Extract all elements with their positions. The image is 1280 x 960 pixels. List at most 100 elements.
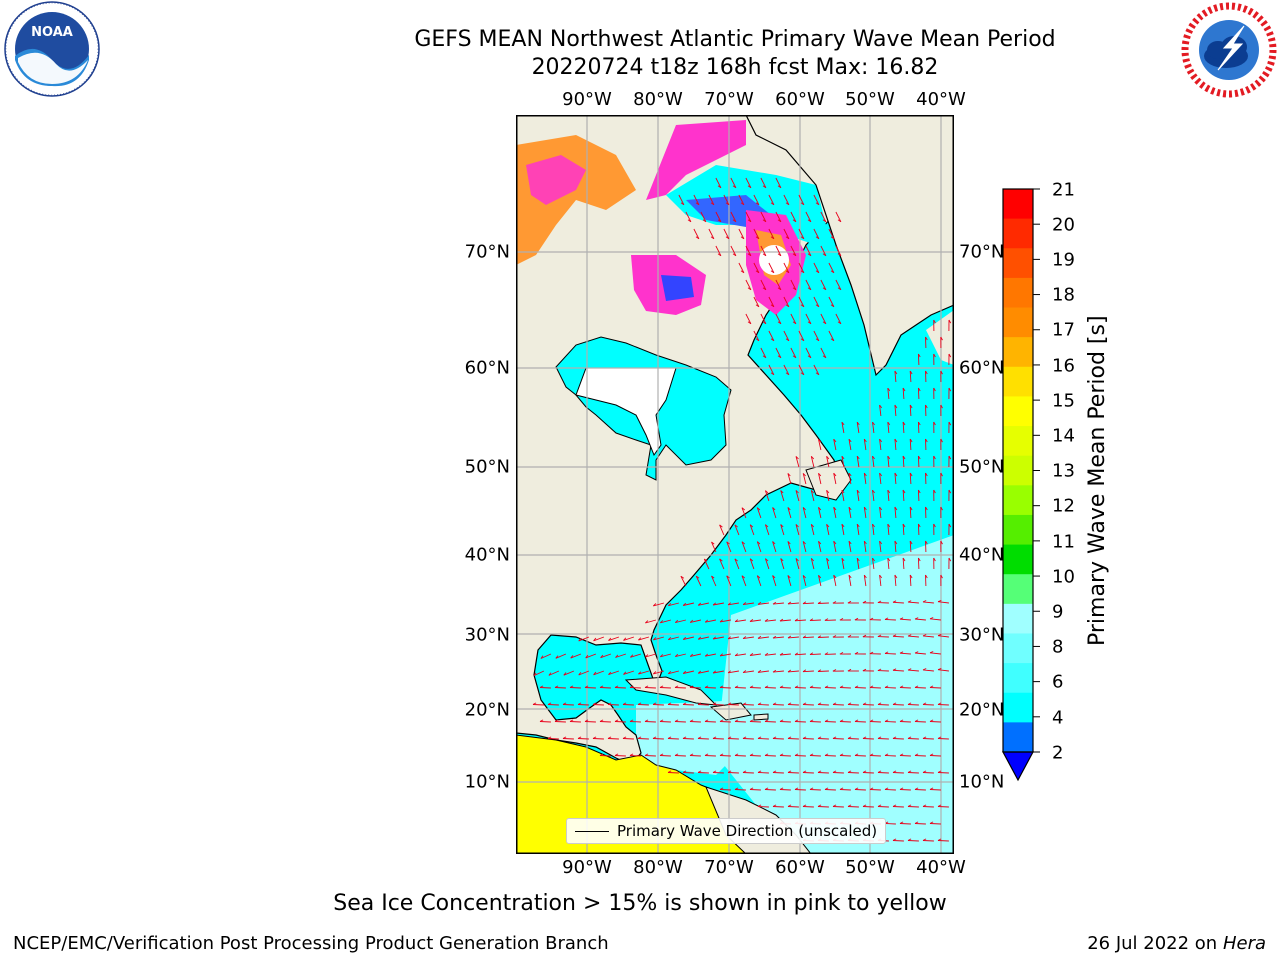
wave-arrow-head	[802, 507, 806, 511]
wave-arrow	[899, 652, 911, 655]
wave-arrow	[764, 490, 770, 502]
wave-arrow	[720, 619, 731, 623]
wave-arrow-head	[787, 601, 792, 605]
wave-arrow-head	[659, 620, 664, 624]
wave-arrow-head	[877, 804, 882, 807]
wave-arrow-head	[907, 770, 912, 773]
wave-arrow	[638, 636, 650, 641]
wave-arrow-head	[856, 455, 860, 460]
wave-arrow	[775, 347, 782, 359]
wave-arrow-head	[856, 421, 860, 426]
wave-arrow-head	[734, 653, 739, 657]
wave-arrow-head	[824, 652, 829, 655]
colorbar-tick-20: 20	[1052, 214, 1075, 236]
wave-arrow-head	[937, 702, 942, 705]
wave-arrow-head	[907, 668, 912, 671]
wave-arrow-head	[682, 736, 687, 739]
wave-arrow	[757, 738, 769, 740]
wave-arrow	[764, 619, 776, 622]
wave-arrow-head	[817, 601, 822, 604]
wave-arrow	[745, 245, 752, 257]
wave-arrow-head	[592, 702, 597, 705]
wave-arrow	[872, 422, 875, 434]
wave-arrow	[760, 313, 767, 325]
wave-arrow-head	[909, 438, 913, 443]
wave-arrow	[787, 636, 799, 639]
wave-arrow	[577, 704, 589, 706]
wave-arrow-head	[682, 602, 687, 606]
wave-arrow-head	[847, 668, 852, 672]
wave-arrow	[884, 789, 896, 791]
wave-arrow	[783, 194, 790, 206]
wave-arrow	[907, 669, 919, 672]
wave-arrow-head	[577, 702, 582, 705]
wave-arrow	[899, 687, 911, 689]
wave-arrow-head	[740, 236, 745, 240]
lat-label-right-10n: 10°N	[959, 771, 1005, 793]
wave-arrow-head	[929, 821, 934, 824]
wave-arrow	[902, 523, 905, 536]
wave-arrow	[711, 575, 717, 587]
lat-label-left-60n: 60°N	[464, 357, 510, 379]
wave-arrow	[909, 370, 912, 383]
wave-arrow	[734, 524, 740, 536]
wave-arrow	[899, 789, 911, 791]
wave-arrow-head	[815, 202, 820, 206]
wave-arrow	[914, 687, 926, 689]
wave-arrow-head	[848, 506, 852, 511]
wave-arrow-head	[826, 490, 830, 494]
wave-arrow	[745, 313, 752, 325]
wave-arrow	[818, 541, 822, 553]
wave-arrow	[879, 473, 882, 485]
wave-arrow	[734, 687, 746, 689]
wave-arrow	[585, 653, 597, 659]
wave-arrow-head	[749, 524, 754, 528]
wave-arrow	[554, 687, 566, 689]
wave-arrow-head	[800, 236, 805, 240]
wave-arrow-head	[779, 652, 784, 656]
wave-arrow	[832, 704, 844, 706]
wave-arrow-head	[757, 804, 762, 807]
wave-arrow	[937, 772, 949, 774]
wave-arrow-head	[712, 770, 717, 773]
wave-arrow-head	[925, 438, 928, 443]
wave-arrow-head	[909, 540, 913, 545]
wave-arrow-head	[712, 602, 717, 606]
wave-arrow-head	[704, 719, 709, 722]
wave-arrow-head	[770, 338, 775, 342]
wave-arrow	[548, 670, 560, 676]
colorbar-tick-9: 9	[1052, 601, 1064, 623]
wave-arrow-head	[937, 838, 942, 841]
wave-arrow	[775, 279, 782, 291]
wave-arrow	[813, 330, 820, 342]
wave-arrow-head	[863, 574, 867, 579]
wave-arrow-head	[747, 321, 752, 325]
wave-arrow	[929, 823, 941, 825]
wave-arrow-head	[832, 635, 837, 638]
wave-arrow-head	[777, 253, 782, 257]
wave-arrow	[833, 439, 837, 451]
colorbar-band	[1003, 514, 1033, 546]
wave-arrow	[922, 806, 934, 808]
wave-arrow-head	[933, 387, 936, 392]
colorbar-tick-12: 12	[1052, 495, 1075, 517]
wave-arrow-head	[787, 804, 792, 807]
legend-line-icon	[575, 830, 609, 832]
wave-arrow-head	[948, 421, 952, 426]
wave-arrow-head	[899, 617, 904, 620]
wave-arrow-head	[764, 753, 769, 756]
wave-arrow-head	[826, 456, 830, 460]
wave-arrow	[674, 755, 686, 757]
wave-arrow-head	[925, 506, 928, 511]
wave-arrow-head	[933, 523, 936, 528]
wave-arrow-head	[727, 602, 732, 606]
wave-arrow-head	[785, 338, 790, 342]
wave-arrow-head	[734, 787, 739, 790]
wave-arrow	[593, 636, 605, 642]
wave-arrow-head	[539, 719, 544, 722]
wave-arrow	[683, 670, 695, 674]
graticule	[516, 115, 954, 854]
wave-arrow-head	[734, 719, 739, 722]
wave-arrow	[817, 806, 829, 808]
james-bay-nodata	[575, 367, 677, 457]
